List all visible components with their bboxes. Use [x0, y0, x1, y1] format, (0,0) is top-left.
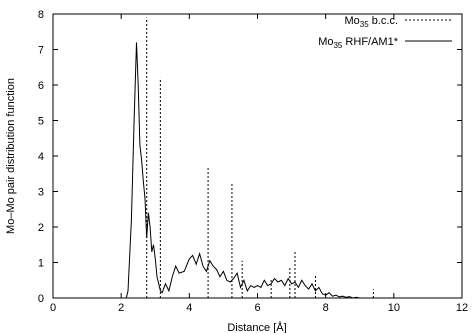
legend-label-rhf: Mo35 RHF/AM1*	[318, 36, 399, 50]
y-axis-label: Mo–Mo pair distribution function	[5, 78, 17, 234]
y-tick-label: 4	[38, 151, 44, 163]
x-axis-label: Distance [Å]	[227, 321, 286, 333]
legend-label-bcc: Mo35 b.c.c.	[344, 15, 398, 29]
x-tick-label: 6	[254, 302, 260, 314]
x-tick-label: 4	[186, 302, 192, 314]
y-tick-label: 2	[38, 222, 44, 234]
x-tick-label: 0	[50, 302, 56, 314]
bcc-series	[146, 17, 374, 298]
x-tick-label: 10	[388, 302, 400, 314]
y-tick-label: 6	[38, 80, 44, 92]
y-tick-label: 0	[38, 293, 44, 305]
y-tick-label: 7	[38, 45, 44, 57]
y-tick-label: 5	[38, 116, 44, 128]
rhf-series	[53, 42, 394, 299]
y-tick-label: 3	[38, 187, 44, 199]
rhf-line	[53, 42, 394, 299]
x-tick-label: 2	[118, 302, 124, 314]
plot-frame	[52, 13, 463, 299]
y-tick-label: 1	[38, 258, 44, 270]
x-tick-label: 8	[323, 302, 329, 314]
y-tick-label: 8	[38, 9, 44, 21]
x-tick-label: 12	[456, 302, 468, 314]
legend: Mo35 b.c.c. Mo35 RHF/AM1*	[318, 15, 452, 50]
